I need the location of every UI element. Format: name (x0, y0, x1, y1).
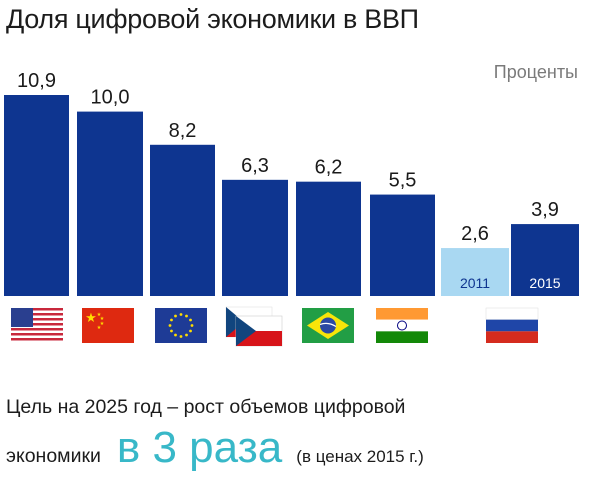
bar (150, 144, 215, 296)
bar (222, 179, 288, 296)
svg-text:★: ★ (97, 325, 102, 331)
bar-value-label: 8,2 (169, 120, 197, 142)
bar-value-label: 6,3 (241, 155, 269, 177)
bar-year-label: 2011 (460, 275, 490, 291)
russia-flag-icon (485, 307, 539, 343)
czech-flag-icon (225, 306, 283, 347)
bar (441, 248, 509, 296)
svg-text:★: ★ (100, 316, 105, 322)
bar-year-label: 2015 (529, 275, 560, 291)
svg-text:★: ★ (85, 310, 97, 325)
bar (511, 224, 579, 296)
svg-text:★: ★ (100, 321, 105, 327)
usa-flag-icon (11, 308, 63, 343)
eu-flag-icon (155, 308, 207, 343)
goal-highlight: в 3 раза (116, 423, 283, 472)
goal-text-line1: Цель на 2025 год – рост объемов цифровой (6, 396, 406, 418)
bar (370, 194, 435, 296)
china-flag-icon: ★ ★★★★ (82, 308, 134, 343)
bar-value-label: 10,9 (17, 70, 56, 92)
bar-value-label: 6,2 (315, 157, 343, 179)
goal-text-line2: экономики в 3 раза (в ценах 2015 г.) (6, 426, 424, 470)
chart-title: Доля цифровой экономики в ВВП (6, 4, 419, 34)
bar-value-label: 5,5 (389, 170, 417, 192)
bar-value-label: 2,6 (461, 223, 489, 245)
bar (4, 95, 69, 296)
bar-value-label: 3,9 (531, 199, 559, 221)
bar (77, 111, 143, 296)
svg-text:★: ★ (97, 312, 102, 318)
bar (296, 181, 361, 296)
goal-prefix: экономики (6, 445, 101, 467)
india-flag-icon (376, 308, 428, 343)
bar-value-label: 10,0 (91, 87, 130, 109)
brazil-flag-icon (302, 308, 354, 343)
goal-note: (в ценах 2015 г.) (296, 447, 424, 466)
units-label: Проценты (493, 62, 578, 82)
